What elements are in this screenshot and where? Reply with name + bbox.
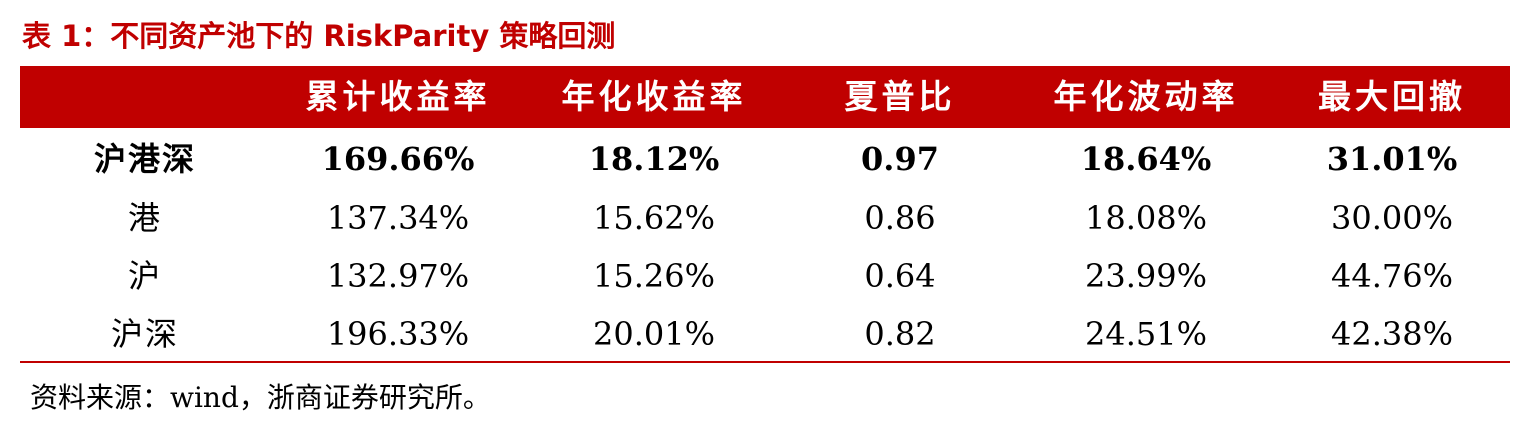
- source-note: 资料来源：wind，浙商证券研究所。: [30, 381, 491, 414]
- header-empty-cell: [20, 66, 270, 128]
- table-title: 表 1：不同资产池下的 RiskParity 策略回测: [22, 19, 616, 53]
- cumulative-return-value: 132.97%: [326, 257, 470, 295]
- table-row: 港 137.34% 15.62% 0.86 18.08% 30.00%: [20, 189, 1510, 247]
- row-name: 港: [127, 199, 162, 237]
- sharpe-value: 0.97: [861, 140, 939, 178]
- max-drawdown-value: 44.76%: [1330, 257, 1453, 295]
- annualized-return-value: 15.26%: [592, 257, 715, 295]
- sharpe-value: 0.64: [864, 257, 936, 295]
- table-header: 累计收益率 年化收益率 夏普比 年化波动率 最大回撤: [20, 66, 1510, 128]
- annualized-volatility-value: 18.08%: [1084, 199, 1207, 237]
- annualized-volatility-value: 18.64%: [1080, 140, 1212, 178]
- table-row: 沪深 196.33% 20.01% 0.82 24.51% 42.38%: [20, 305, 1510, 363]
- sharpe-value: 0.86: [864, 199, 936, 237]
- header-sharpe-ratio: 夏普比: [844, 77, 956, 116]
- table-bottom-rule: [20, 361, 1510, 363]
- max-drawdown-value: 42.38%: [1330, 315, 1453, 353]
- header-cumulative-return: 累计收益率: [305, 77, 491, 116]
- row-name: 沪深: [110, 315, 179, 353]
- cumulative-return-value: 196.33%: [326, 315, 470, 353]
- annualized-return-value: 20.01%: [592, 315, 715, 353]
- annualized-return-value: 15.62%: [592, 199, 715, 237]
- table-row: 沪 132.97% 15.26% 0.64 23.99% 44.76%: [20, 247, 1510, 305]
- max-drawdown-value: 30.00%: [1330, 199, 1453, 237]
- header-max-drawdown: 最大回撤: [1318, 77, 1466, 116]
- row-name: 沪港深: [93, 140, 196, 178]
- cumulative-return-value: 169.66%: [321, 140, 475, 178]
- row-name: 沪: [127, 257, 162, 295]
- sharpe-value: 0.82: [864, 315, 936, 353]
- header-annualized-return: 年化收益率: [561, 77, 747, 116]
- cumulative-return-value: 137.34%: [326, 199, 470, 237]
- max-drawdown-value: 31.01%: [1326, 140, 1458, 178]
- header-annualized-volatility: 年化波动率: [1053, 77, 1239, 116]
- table-row: 沪港深 169.66% 18.12% 0.97 18.64% 31.01%: [20, 130, 1510, 188]
- annualized-volatility-value: 23.99%: [1084, 257, 1207, 295]
- annualized-volatility-value: 24.51%: [1084, 315, 1207, 353]
- annualized-return-value: 18.12%: [588, 140, 720, 178]
